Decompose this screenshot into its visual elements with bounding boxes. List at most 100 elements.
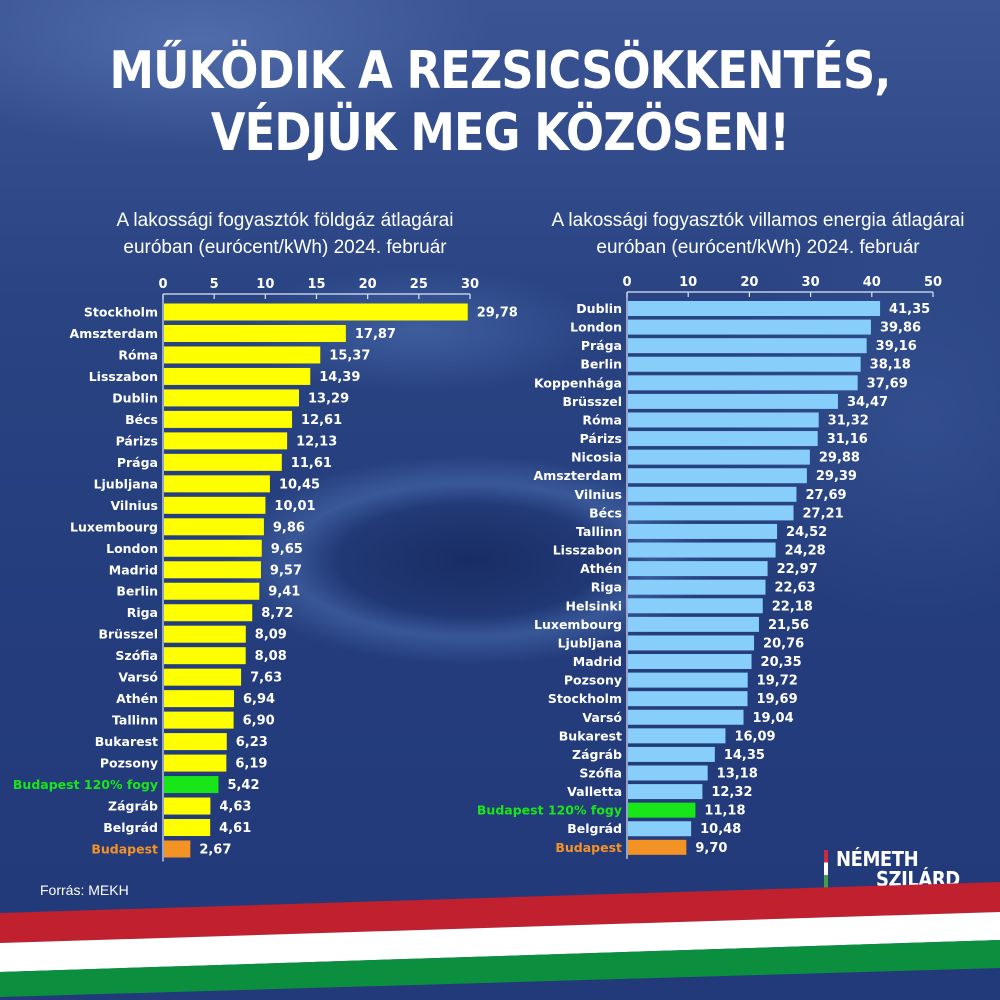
gas-data-label: 6,94	[243, 692, 275, 707]
gas-data-label: 4,61	[219, 821, 251, 836]
gas-category-label: Budapest 120% fogy	[13, 777, 158, 792]
electricity-data-label: 39,16	[876, 339, 917, 354]
electricity-bar	[628, 542, 776, 558]
electricity-category-label: Varsó	[582, 710, 622, 725]
gas-tick-label: 20	[359, 277, 377, 292]
gas-bar	[164, 840, 191, 858]
electricity-data-label: 19,69	[757, 692, 798, 707]
electricity-data-label: 34,47	[847, 395, 888, 410]
gas-bar	[164, 797, 211, 815]
electricity-category-label: Luxembourg	[534, 617, 622, 632]
electricity-bar	[628, 579, 766, 595]
gas-tick-label: 10	[256, 277, 274, 292]
electricity-category-label: Pozsony	[564, 673, 622, 688]
electricity-category-label: London	[570, 320, 622, 335]
gas-category-label: Vilnius	[110, 498, 158, 513]
gas-data-label: 9,86	[273, 520, 305, 535]
flag-red-stripe	[0, 882, 1000, 943]
electricity-data-label: 16,09	[734, 729, 775, 744]
gas-category-label: Róma	[118, 347, 158, 362]
electricity-category-label: Koppenhága	[534, 375, 622, 390]
gas-data-label: 4,63	[219, 800, 251, 815]
electricity-category-label: Helsinki	[566, 598, 622, 613]
gas-tick-label: 30	[461, 277, 479, 292]
electricity-data-label: 19,72	[757, 674, 798, 689]
gas-bar	[164, 561, 261, 579]
gas-category-label: Prága	[117, 455, 158, 470]
gas-bar	[164, 776, 219, 794]
gas-bar	[164, 389, 300, 407]
gas-data-label: 6,90	[243, 714, 275, 729]
electricity-bar	[628, 598, 763, 614]
electricity-data-label: 10,48	[700, 822, 741, 837]
gas-data-label: 12,13	[296, 434, 337, 449]
electricity-bar	[628, 784, 703, 800]
gas-data-label: 14,39	[319, 370, 360, 385]
logo-flag-stripe-icon	[824, 850, 828, 888]
electricity-category-label: Riga	[591, 580, 622, 595]
gas-data-label: 8,08	[255, 649, 287, 664]
gas-chart-title: A lakossági fogyasztók földgáz átlagárai…	[70, 207, 500, 261]
gas-category-label: London	[106, 541, 158, 556]
electricity-bar	[628, 449, 810, 465]
electricity-chart-title: A lakossági fogyasztók villamos energia …	[520, 207, 996, 261]
electricity-category-label: Prága	[581, 338, 622, 353]
gas-category-label: Dublin	[112, 390, 158, 405]
gas-category-label: Madrid	[109, 562, 158, 577]
electricity-bar	[628, 523, 778, 539]
electricity-bar	[628, 301, 881, 316]
title-line-1: MŰKÖDIK A REZSICSÖKKENTÉS,	[109, 41, 892, 101]
electricity-bar	[628, 356, 861, 372]
electricity-category-label: Ljubljana	[558, 635, 622, 650]
electricity-category-label: Madrid	[573, 654, 622, 669]
gas-category-label: Zágráb	[108, 799, 158, 814]
electricity-data-label: 39,86	[880, 321, 921, 336]
gas-tick-label: 25	[410, 277, 428, 292]
electricity-data-label: 9,70	[695, 841, 727, 856]
hungarian-flag-ribbon	[0, 882, 1000, 997]
electricity-category-label: Stockholm	[548, 691, 622, 706]
source-note: Forrás: MEKH	[40, 882, 129, 898]
flag-white-stripe	[0, 912, 1000, 972]
electricity-bar	[628, 393, 838, 409]
electricity-data-label: 31,16	[827, 432, 868, 447]
electricity-bar	[628, 561, 768, 577]
gas-tick-label: 5	[210, 277, 219, 292]
gas-bar	[164, 453, 282, 471]
electricity-tick-label: 50	[924, 275, 942, 290]
electricity-data-label: 22,18	[772, 599, 813, 614]
electricity-bar	[628, 821, 692, 837]
gas-bar	[164, 582, 260, 600]
gas-category-label: Ljubljana	[94, 476, 158, 491]
gas-price-bar-chart: 0 5 10 15 20 25 30 Stockholm 29,78 Amszterdam 17,8…	[13, 277, 518, 862]
gas-data-label: 9,65	[271, 542, 303, 557]
gas-bar	[164, 475, 270, 493]
electricity-bar	[628, 338, 867, 354]
electricity-bar	[628, 691, 748, 707]
gas-data-label: 7,63	[250, 671, 282, 686]
gas-bar	[164, 518, 264, 536]
gas-category-label: Lisszabon	[89, 369, 158, 384]
electricity-category-label: Bukarest	[559, 728, 622, 743]
gas-bar	[164, 496, 266, 514]
electricity-category-label: Bécs	[589, 505, 622, 520]
electricity-data-label: 14,35	[724, 748, 765, 763]
electricity-data-label: 12,32	[711, 785, 752, 800]
gas-category-label: Párizs	[116, 433, 158, 448]
electricity-bar	[628, 505, 794, 521]
gas-data-label: 17,87	[355, 327, 396, 342]
electricity-tick-label: 0	[622, 275, 631, 290]
electricity-category-label: Szófia	[579, 766, 622, 781]
gas-data-label: 8,09	[255, 628, 287, 643]
gas-category-label: Tallinn	[112, 713, 158, 728]
gas-data-label: 10,01	[274, 499, 315, 514]
gas-category-label: Luxembourg	[70, 519, 158, 534]
electricity-data-label: 24,52	[786, 525, 827, 540]
gas-category-label: Stockholm	[84, 305, 158, 320]
flag-green-stripe	[0, 940, 1000, 997]
electricity-bar	[628, 672, 748, 688]
gas-category-label: Szófia	[115, 648, 158, 663]
gas-tick-label: 0	[158, 277, 167, 292]
electricity-category-label: Lisszabon	[553, 543, 622, 558]
gas-chart-title-line-1: A lakossági fogyasztók földgáz átlagárai	[116, 210, 454, 231]
